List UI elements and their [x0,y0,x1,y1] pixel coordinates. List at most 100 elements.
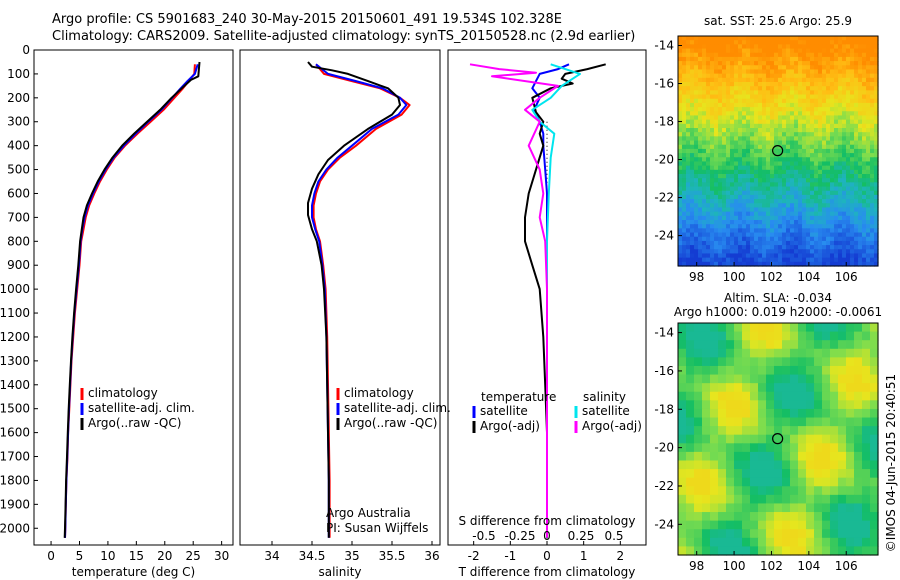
x-tick-label: 10 [100,549,115,563]
map-x-tick-label: 98 [689,270,704,284]
map-y-tick-label: -24 [654,517,674,531]
map-frame [677,322,879,556]
x-tick-label: -2 [468,549,480,563]
depth-tick-label: 1400 [0,378,30,392]
x-tick-label: 0 [543,549,551,563]
map-y-tick-label: -14 [654,326,674,340]
x-tick-label: 30 [214,549,229,563]
depth-tick-label: 0 [22,43,30,57]
x-tick-label: 35 [344,549,359,563]
credit-line: PI: Susan Wijffels [326,521,428,535]
x-tick-label: 15 [129,549,144,563]
x-tick-label: 0 [47,549,55,563]
depth-tick-label: 500 [7,163,30,177]
x-tick-label: 20 [157,549,172,563]
map-y-tick-label: -16 [654,364,674,378]
legend-label: Argo(-adj) [582,419,642,433]
depth-tick-label: 800 [7,234,30,248]
series-line-argo [524,63,606,538]
depth-tick-label: 200 [7,91,30,105]
map-title: sat. SST: 25.6 Argo: 25.9 [704,14,852,28]
series-line-satellite [531,63,570,538]
map-y-tick-label: -18 [654,115,674,129]
map-y-tick-label: -20 [654,153,674,167]
x-tick-label: 2 [617,549,625,563]
top-tick-label: -0.25 [504,529,535,543]
depth-tick-label: 1500 [0,402,30,416]
top-tick-label: -0.5 [472,529,495,543]
x-axis-label: temperature (deg C) [72,565,195,579]
legend-label: satellite [582,404,630,418]
depth-tick-label: 700 [7,210,30,224]
depth-tick-label: 1100 [0,306,30,320]
top-tick-label: 0 [543,529,551,543]
legend-title: temperature [481,390,556,404]
map-y-tick-label: -22 [654,479,674,493]
map-y-tick-label: -14 [654,39,674,53]
x-axis-label: T difference from climatology [458,565,636,579]
x-tick-label: 36 [424,549,439,563]
x-axis-label: salinity [318,565,361,579]
map-sst-map [678,36,879,267]
depth-tick-label: 1900 [0,497,30,511]
x-tick-label: 1 [580,549,588,563]
map-x-tick-label: 104 [797,559,820,573]
map-y-tick-label: -18 [654,402,674,416]
map-x-tick-label: 100 [723,270,746,284]
x-tick-label: -1 [504,549,516,563]
depth-tick-label: 900 [7,258,30,272]
map-x-tick-label: 106 [835,559,858,573]
legend-label: Argo(..raw -QC) [88,416,181,430]
map-title: Altim. SLA: -0.034 [724,291,832,305]
argo-position-marker [772,145,784,157]
imos-stamp: ©IMOS 04-Jun-2015 20:40:51 [884,374,898,552]
depth-tick-label: 1700 [0,450,30,464]
series-line-climatology [64,64,196,538]
map-x-tick-label: 102 [760,559,783,573]
map-x-tick-label: 102 [760,270,783,284]
legend-label: satellite-adj. clim. [88,401,195,415]
top-tick-label: 0.25 [568,529,595,543]
map-title: Argo h1000: 0.019 h2000: -0.0061 [674,305,882,319]
legend-label: climatology [344,386,414,400]
x-tick-label: 35.5 [379,549,406,563]
map-y-tick-label: -16 [654,77,674,91]
depth-tick-label: 1200 [0,330,30,344]
map-y-tick-label: -22 [654,191,674,205]
depth-tick-label: 1600 [0,426,30,440]
legend-label: Argo(-adj) [480,419,540,433]
depth-tick-label: 100 [7,67,30,81]
map-x-tick-label: 106 [835,270,858,284]
map-y-tick-label: -20 [654,441,674,455]
map-x-tick-label: 98 [689,559,704,573]
depth-tick-label: 300 [7,115,30,129]
panel-frame-salinity [239,49,441,546]
depth-tick-label: 400 [7,139,30,153]
x-tick-label: 25 [186,549,201,563]
map-y-tick-label: -24 [654,229,674,243]
depth-tick-label: 2000 [0,521,30,535]
figure-title-line2: Climatology: CARS2009. Satellite-adjuste… [52,29,636,44]
x-tick-label: 34.5 [299,549,326,563]
map-frame [677,35,879,267]
legend-label: satellite-adj. clim. [344,401,451,415]
argo-position-marker [772,433,784,445]
top-tick-label: 0.5 [604,529,623,543]
legend-label: satellite [480,404,528,418]
depth-tick-label: 1800 [0,473,30,487]
figure-title-line1: Argo profile: CS 5901683_240 30-May-2015… [52,12,562,27]
map-x-tick-label: 100 [723,559,746,573]
x-tick-label: 5 [76,549,84,563]
legend-title: salinity [583,390,626,404]
depth-tick-label: 1000 [0,282,30,296]
legend-label: climatology [88,386,158,400]
legend-label: Argo(..raw -QC) [344,416,437,430]
x-tick-label: 34 [264,549,279,563]
map-x-tick-label: 104 [797,270,820,284]
panel-frame-temperature [33,49,234,546]
map-sla-map [678,323,879,556]
credit-line: Argo Australia [326,506,411,520]
series-line-sal_argo [469,63,559,538]
depth-tick-label: 600 [7,186,30,200]
